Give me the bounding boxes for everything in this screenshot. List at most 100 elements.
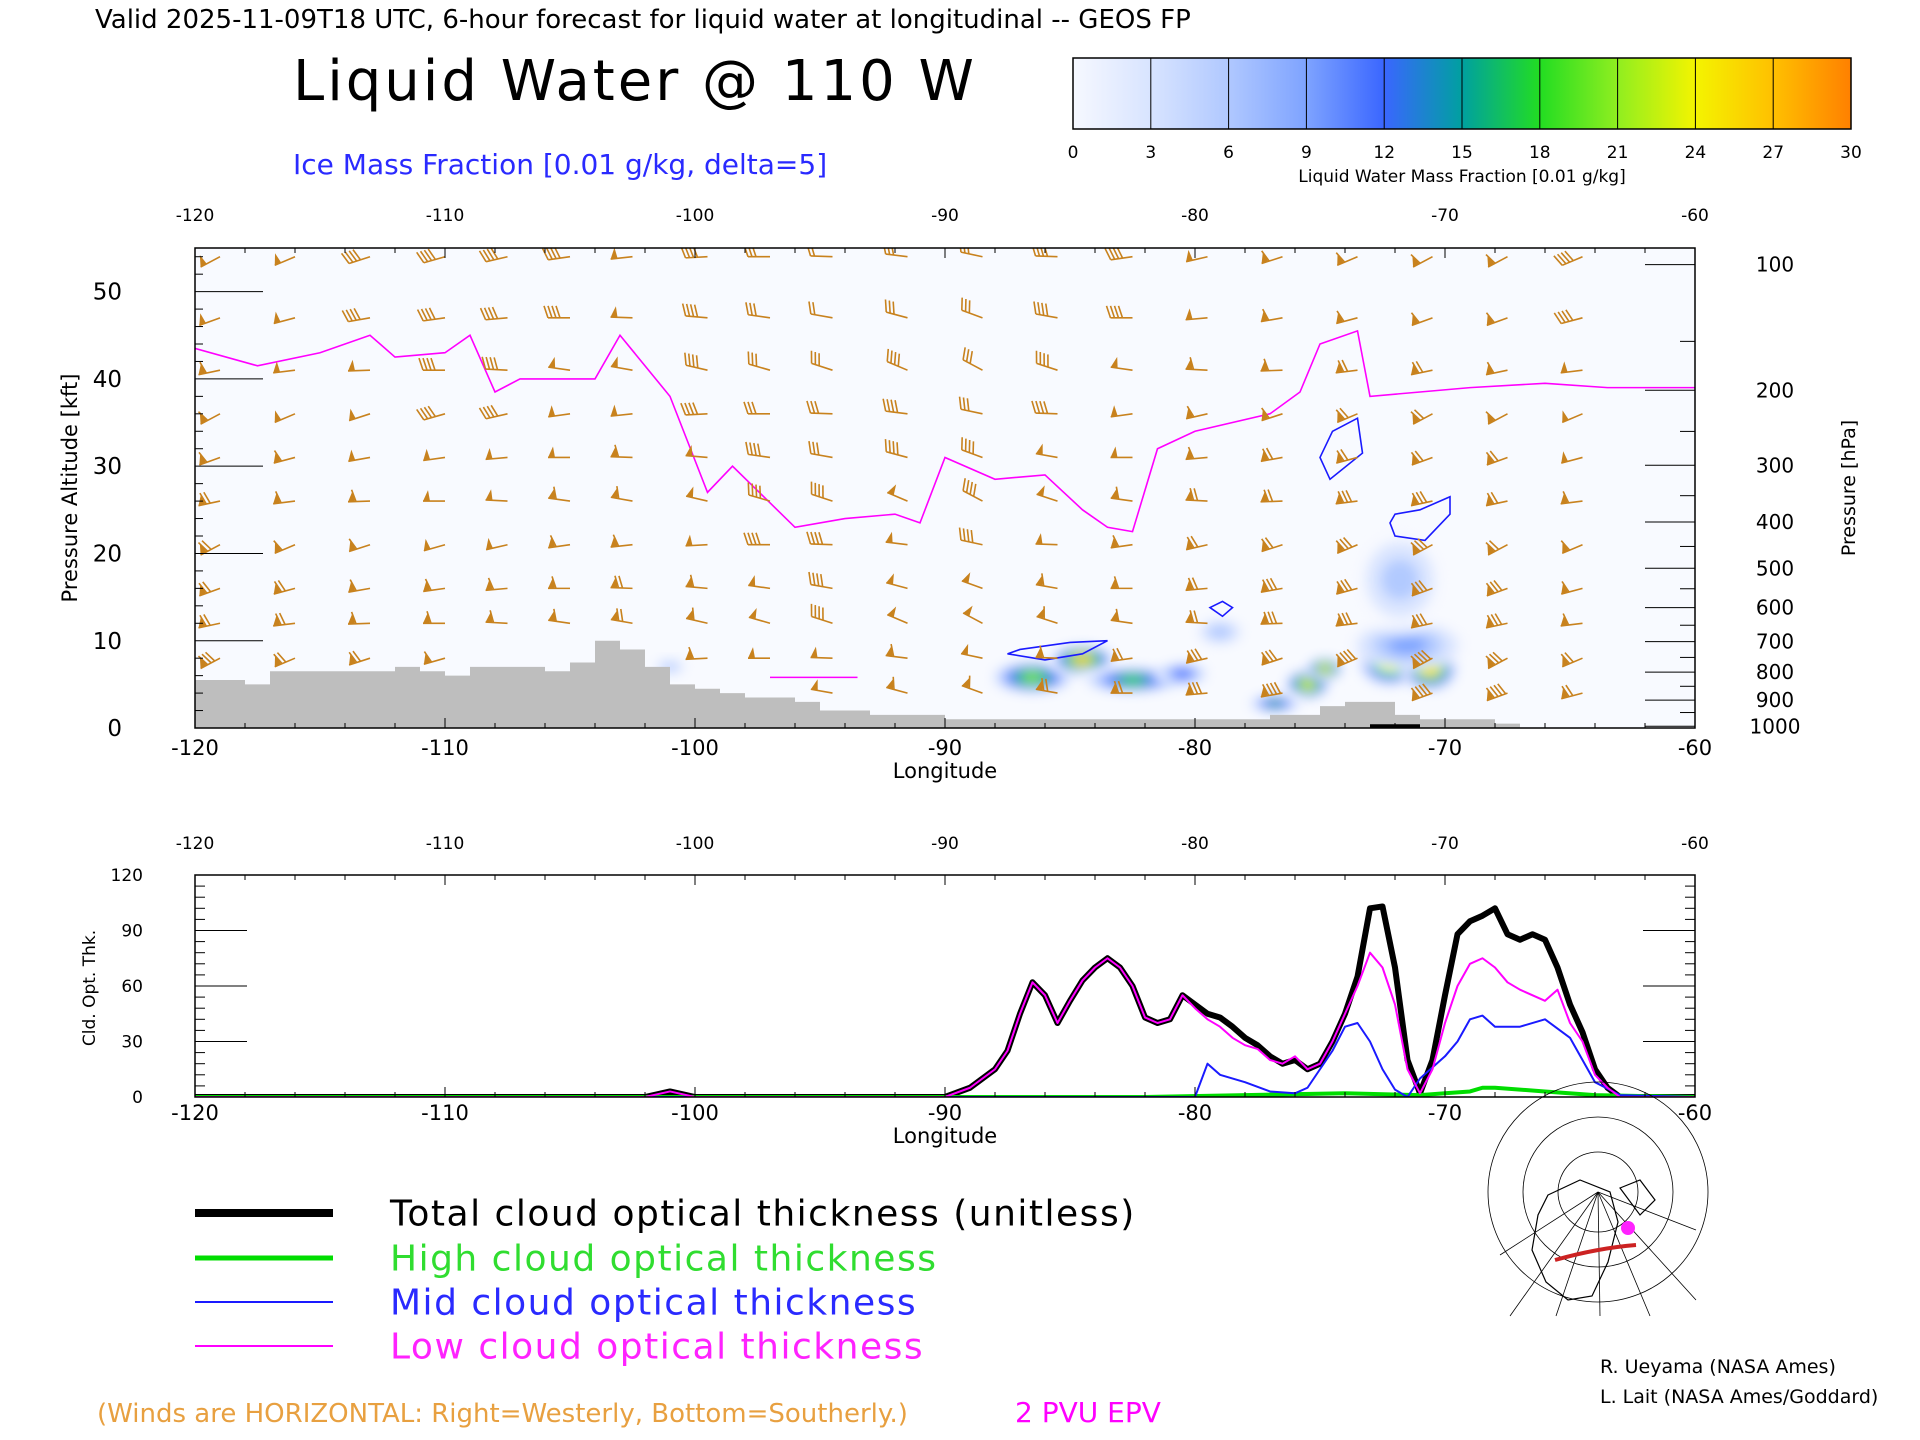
wind-barb-feather (1336, 450, 1345, 462)
wind-barb (806, 248, 833, 258)
liquid-water-field (651, 524, 1474, 713)
wind-barb-feather (1560, 653, 1571, 665)
wind-barb-feather (759, 485, 762, 499)
wind-barb-feather (486, 248, 495, 261)
wind-barb-flag (1560, 614, 1568, 626)
wind-barb-feather (970, 529, 974, 543)
wind-barb (1035, 443, 1058, 459)
wind-barb-feather (1271, 611, 1278, 624)
main-title: Liquid Water @ 110 W (293, 49, 977, 114)
wind-barb (198, 614, 221, 629)
wind-barb (684, 352, 708, 371)
wind-barb (1260, 447, 1283, 463)
wind-barb-feather (478, 250, 487, 263)
epv-2pvu-line (195, 329, 1695, 533)
wind-barb-feather (689, 574, 695, 588)
wind-barb-feather (747, 482, 750, 496)
wind-barb-flag (1335, 361, 1343, 373)
wind-barb (548, 576, 570, 590)
wind-barb-feather (416, 408, 425, 421)
y-tick-label: 90 (121, 921, 143, 941)
wind-barb-shaft (748, 616, 771, 625)
x-tick-label-top: -70 (1431, 834, 1459, 854)
wind-barb-feather (890, 643, 895, 657)
wind-barb-shaft (1261, 255, 1283, 265)
wind-barb-feather (822, 607, 824, 621)
wind-barb-feather (684, 248, 691, 258)
wind-barb-flag (1560, 361, 1568, 373)
wind-barb-feather (1190, 535, 1199, 548)
pressure-tick-label: 400 (1756, 510, 1794, 534)
wind-barb (1036, 485, 1058, 502)
wind-barb-feather (969, 351, 974, 364)
x-tick-label: -110 (421, 1101, 469, 1125)
wind-barb-feather (553, 608, 557, 622)
liquid-water-blob (1048, 644, 1117, 676)
wind-barb-feather (1485, 687, 1495, 699)
wind-barb-shaft (1260, 369, 1283, 372)
x-tick-label-top: -110 (426, 834, 465, 854)
wind-barb-feather (818, 484, 820, 497)
wind-barb (1185, 535, 1208, 551)
wind-barb-feather (352, 249, 362, 261)
x-tick-label-top: -90 (931, 206, 959, 226)
wind-barb-feather (748, 248, 753, 257)
wind-barb-shaft (423, 456, 446, 462)
wind-barb-feather (886, 348, 890, 362)
wind-barb-flag (960, 643, 969, 656)
wind-barb-feather (816, 573, 820, 587)
wind-barb-feather (1485, 655, 1496, 666)
x-axis-label: Longitude (893, 759, 997, 783)
wind-barb-feather (1041, 302, 1045, 316)
wind-barb (423, 651, 446, 666)
wind-barb-shaft (1260, 622, 1283, 625)
wind-barb-feather (1109, 305, 1116, 319)
wind-barb-shaft (610, 543, 633, 548)
wind-barb-feather (1561, 580, 1570, 593)
wind-barb (610, 404, 633, 417)
wind-barb-feather (199, 492, 207, 505)
wind-barb (743, 532, 770, 546)
wind-barb (1105, 305, 1133, 319)
wind-barb-feather (1419, 491, 1428, 503)
wind-barb (961, 297, 983, 319)
wind-barb-feather (1341, 359, 1349, 372)
wind-barb (685, 486, 708, 502)
wind-barb-shaft (548, 366, 571, 371)
wind-barb-flag (1036, 607, 1045, 619)
wind-barb-shaft (348, 543, 371, 553)
wind-barb-feather (1187, 577, 1195, 590)
wind-barb (610, 306, 633, 319)
wind-barb-flag (548, 405, 556, 417)
wind-barb-shaft (1261, 657, 1283, 666)
wind-barb-feather (199, 361, 207, 374)
wind-barb (1260, 489, 1283, 503)
wind-barb-flag (810, 646, 818, 658)
wind-barb-feather (1264, 650, 1274, 662)
wind-barb-shaft (1035, 583, 1058, 590)
y-axis-label: Pressure Altitude [kft] (58, 374, 82, 603)
y-tick-label: 40 (93, 367, 122, 393)
x-tick-label-top: -80 (1181, 834, 1209, 854)
wind-barb-shaft (347, 500, 371, 503)
wind-barb-feather (1263, 358, 1270, 371)
y-tick-label: 30 (121, 1032, 143, 1052)
wind-barb-feather (1343, 537, 1353, 548)
wind-barb-feather (199, 614, 207, 627)
wind-barb-feather (818, 532, 824, 545)
wind-barb-feather (618, 575, 624, 589)
wind-barb-feather (806, 248, 812, 257)
wind-barb (958, 527, 983, 546)
wind-barb-feather (892, 441, 895, 454)
wind-barb-flag (686, 608, 694, 620)
wind-barb (960, 643, 983, 659)
wind-barb-feather (958, 396, 962, 410)
wind-barb-flag (1561, 451, 1569, 464)
wind-barb-feather (1031, 400, 1037, 414)
wind-barb (274, 253, 296, 267)
wind-barb (348, 408, 371, 422)
wind-barb-feather (203, 614, 211, 626)
wind-barb (1335, 252, 1358, 267)
wind-barb-feather (1418, 580, 1428, 591)
wind-barb-feather (1413, 653, 1425, 664)
